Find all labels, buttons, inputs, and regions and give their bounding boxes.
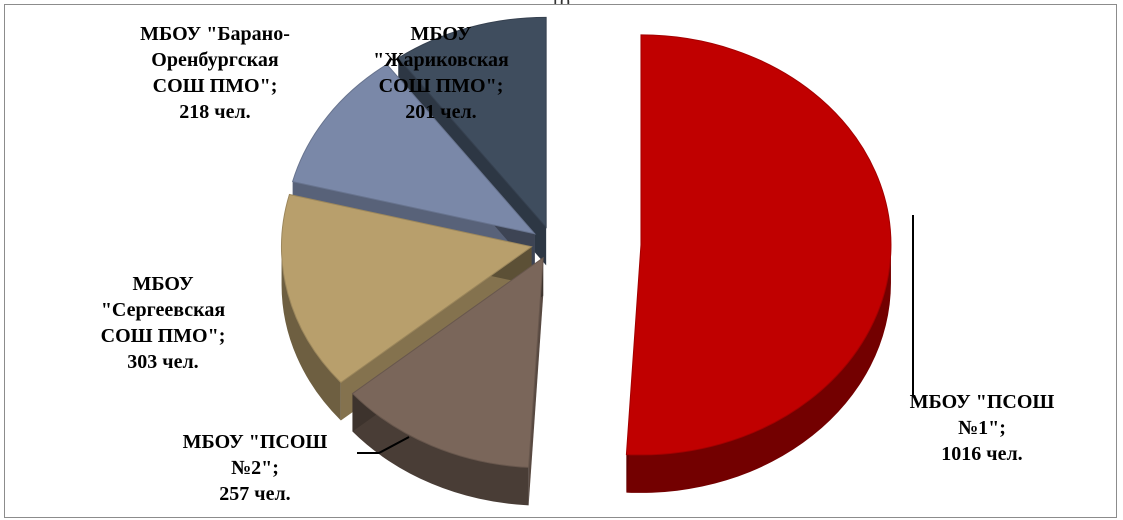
pie-slice-top-zharikovskaya <box>397 16 547 229</box>
pie-slice-side-sergeevskaya <box>281 246 341 421</box>
chart-area: МБОУ "ПСОШ №1"; 1016 чел. МБОУ "ПСОШ №2"… <box>4 4 1117 518</box>
pie-slice-top-sergeevskaya <box>281 193 533 384</box>
pie-slice-psosh2 <box>351 256 544 506</box>
pie-slice-top-barano-orenburgskaya <box>291 63 537 235</box>
slice-label-zharikovskaya: МБОУ "Жариковская СОШ ПМО"; 201 чел. <box>373 23 509 123</box>
slice-label-psosh2: МБОУ "ПСОШ №2"; 257 чел. <box>182 431 328 505</box>
slice-label-psosh1: МБОУ "ПСОШ №1"; 1016 чел. <box>909 391 1055 465</box>
pie-slice-top-psosh2 <box>351 256 544 468</box>
pie-slice-side-psosh1 <box>626 244 891 493</box>
pie-slice-psosh1 <box>625 34 892 493</box>
leader-line-psosh2 <box>357 436 410 454</box>
pie-chart <box>281 16 914 506</box>
pie-slice-wall-psosh2 <box>528 257 544 506</box>
pie-slice-top-psosh1 <box>625 34 892 456</box>
slice-label-barano-orenburgskaya: МБОУ "Барано- Оренбургская СОШ ПМО"; 218… <box>140 23 290 123</box>
slice-label-sergeevskaya: МБОУ "Сергеевская СОШ ПМО"; 303 чел. <box>100 273 226 373</box>
